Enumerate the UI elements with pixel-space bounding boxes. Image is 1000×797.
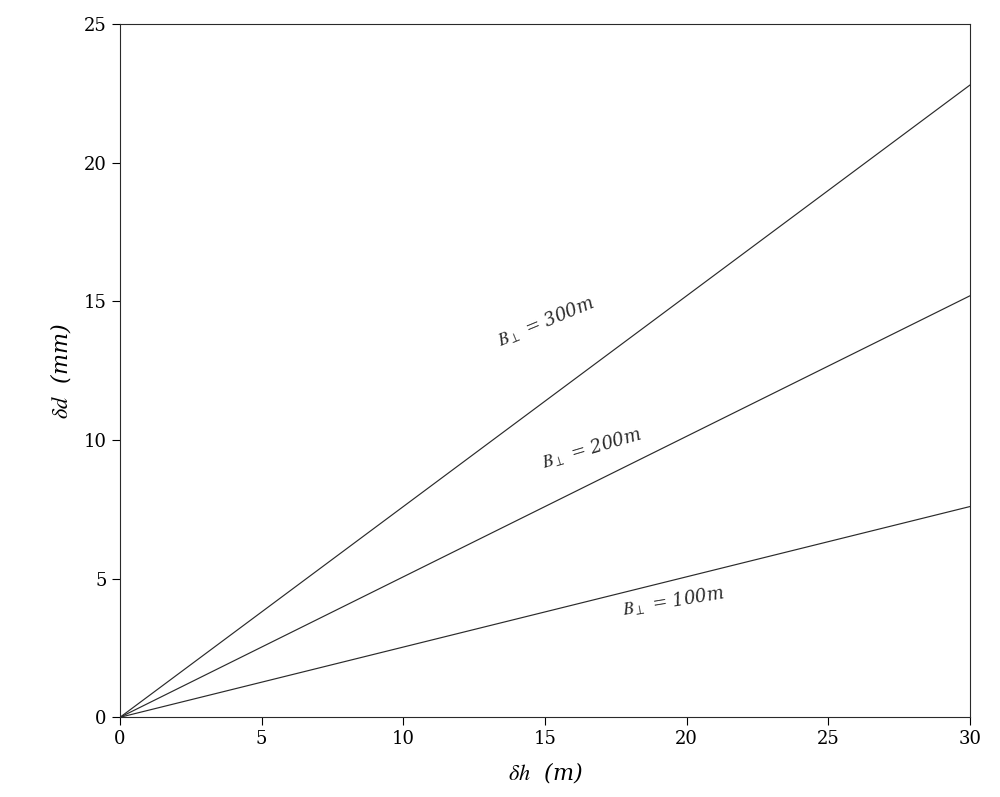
Text: $B_{\perp}$ = 300m: $B_{\perp}$ = 300m — [495, 293, 598, 351]
Text: $B_{\perp}$ = 100m: $B_{\perp}$ = 100m — [621, 583, 726, 620]
X-axis label: $\delta h$  (m): $\delta h$ (m) — [508, 760, 582, 784]
Text: $B_{\perp}$ = 200m: $B_{\perp}$ = 200m — [539, 425, 644, 473]
Y-axis label: $\delta d$  (mm): $\delta d$ (mm) — [48, 323, 73, 418]
